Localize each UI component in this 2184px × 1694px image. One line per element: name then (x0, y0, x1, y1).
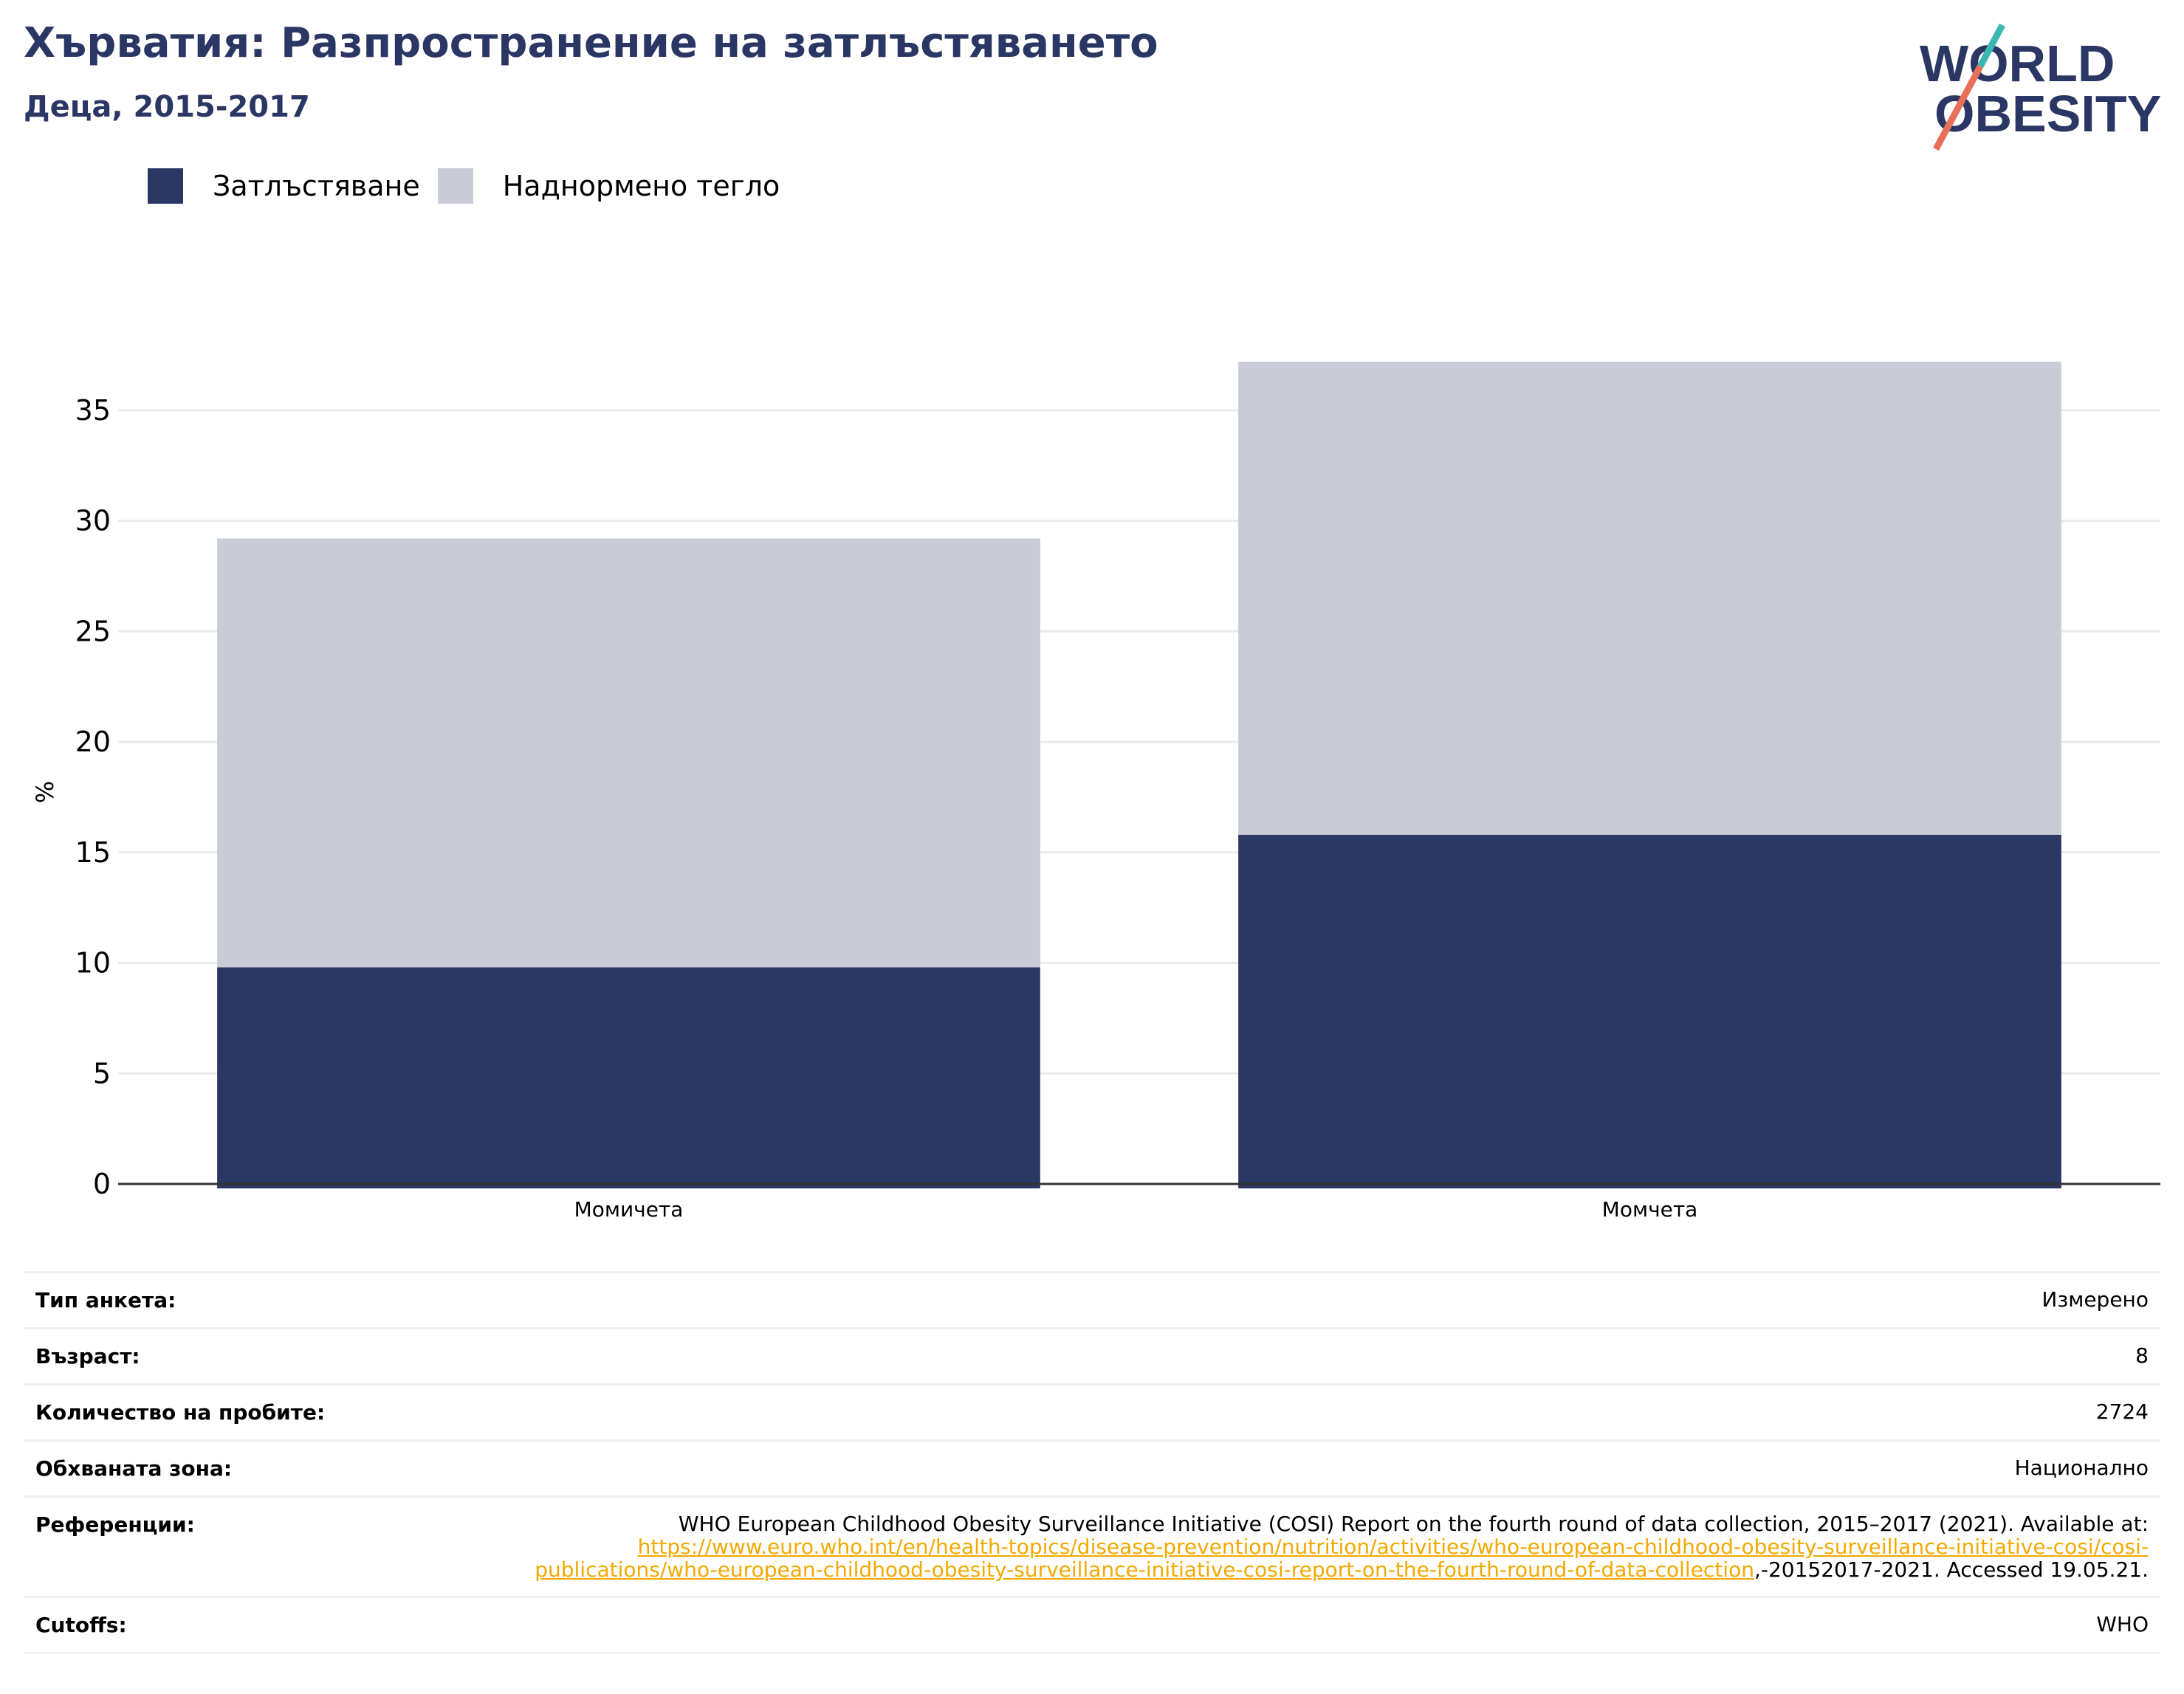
bar-overweight (217, 538, 1040, 968)
info-value: WHO (490, 1596, 2160, 1654)
info-key: Тип анкета: (24, 1271, 490, 1329)
legend-label-overweight: Наднормено тегло (502, 170, 780, 202)
chart-legend: Затлъстяване Наднормено тегло (148, 168, 797, 204)
info-value: Измерено (490, 1271, 2160, 1329)
legend-label-obesity: Затлъстяване (213, 170, 420, 202)
info-key: Cutoffs: (24, 1596, 490, 1654)
legend-item-obesity: Затлъстяване (148, 168, 420, 204)
info-value: 2724 (490, 1383, 2160, 1441)
info-key: Възраст: (24, 1327, 490, 1385)
legend-swatch-overweight (437, 168, 473, 204)
info-value: Национално (490, 1439, 2160, 1497)
bar-obesity (1238, 834, 2061, 1188)
info-row-area: Обхваната зона: Национално (24, 1439, 2160, 1497)
bar-obesity (217, 967, 1040, 1188)
y-tick-label: 35 (75, 394, 111, 427)
info-value: WHO European Childhood Obesity Surveilla… (490, 1495, 2160, 1597)
info-row-survey-type: Тип анкета: Измерено (24, 1271, 2160, 1329)
info-key: Референции: (24, 1495, 490, 1597)
world-obesity-logo: WORLD OBESITY (1920, 23, 2161, 151)
info-key: Обхваната зона: (24, 1439, 490, 1497)
y-tick-label: 0 (93, 1168, 111, 1200)
y-tick-label: 15 (75, 836, 111, 869)
reference-link[interactable]: https://www.euro.who.int/en/health-topic… (535, 1535, 2149, 1582)
y-axis-label: % (31, 781, 59, 803)
info-row-cutoffs: Cutoffs: WHO (24, 1596, 2160, 1654)
info-value: 8 (490, 1327, 2160, 1385)
logo-slash-bottom-icon (1933, 64, 1983, 151)
y-tick-label: 20 (75, 726, 111, 758)
legend-swatch-obesity (148, 168, 183, 204)
logo-slash-top-icon (1977, 23, 2005, 69)
y-tick-label: 30 (75, 505, 111, 537)
x-tick-label: Момчета (1602, 1197, 1698, 1222)
bar-chart: 0 5 10 15 20 25 30 35% Момичета Момчета (31, 362, 2160, 1222)
y-tick-label: 5 (93, 1057, 111, 1089)
info-key: Количество на пробите: (24, 1383, 490, 1441)
legend-item-overweight: Наднормено тегло (437, 168, 780, 204)
chart-title: Хърватия: Разпространение на затлъстяван… (24, 19, 1158, 67)
logo-line-2: OBESITY (1934, 85, 2161, 142)
reference-text: WHO European Childhood Obesity Surveilla… (678, 1512, 2149, 1536)
info-row-sample-size: Количество на пробите: 2724 (24, 1383, 2160, 1441)
x-tick-label: Момичета (574, 1197, 684, 1222)
logo-line-1: WORLD (1920, 35, 2115, 92)
info-table: Тип анкета: Измерено Възраст: 8 Количест… (24, 1271, 2160, 1654)
info-row-references: Референции: WHO European Childhood Obesi… (24, 1495, 2160, 1597)
info-row-age: Възраст: 8 (24, 1327, 2160, 1385)
y-tick-label: 10 (75, 947, 111, 979)
bar-overweight (1238, 362, 2061, 835)
y-tick-label: 25 (75, 615, 111, 647)
chart-subtitle: Деца, 2015-2017 (24, 90, 310, 124)
reference-tail: ,-20152017-2021. Accessed 19.05.21. (1754, 1557, 2149, 1582)
